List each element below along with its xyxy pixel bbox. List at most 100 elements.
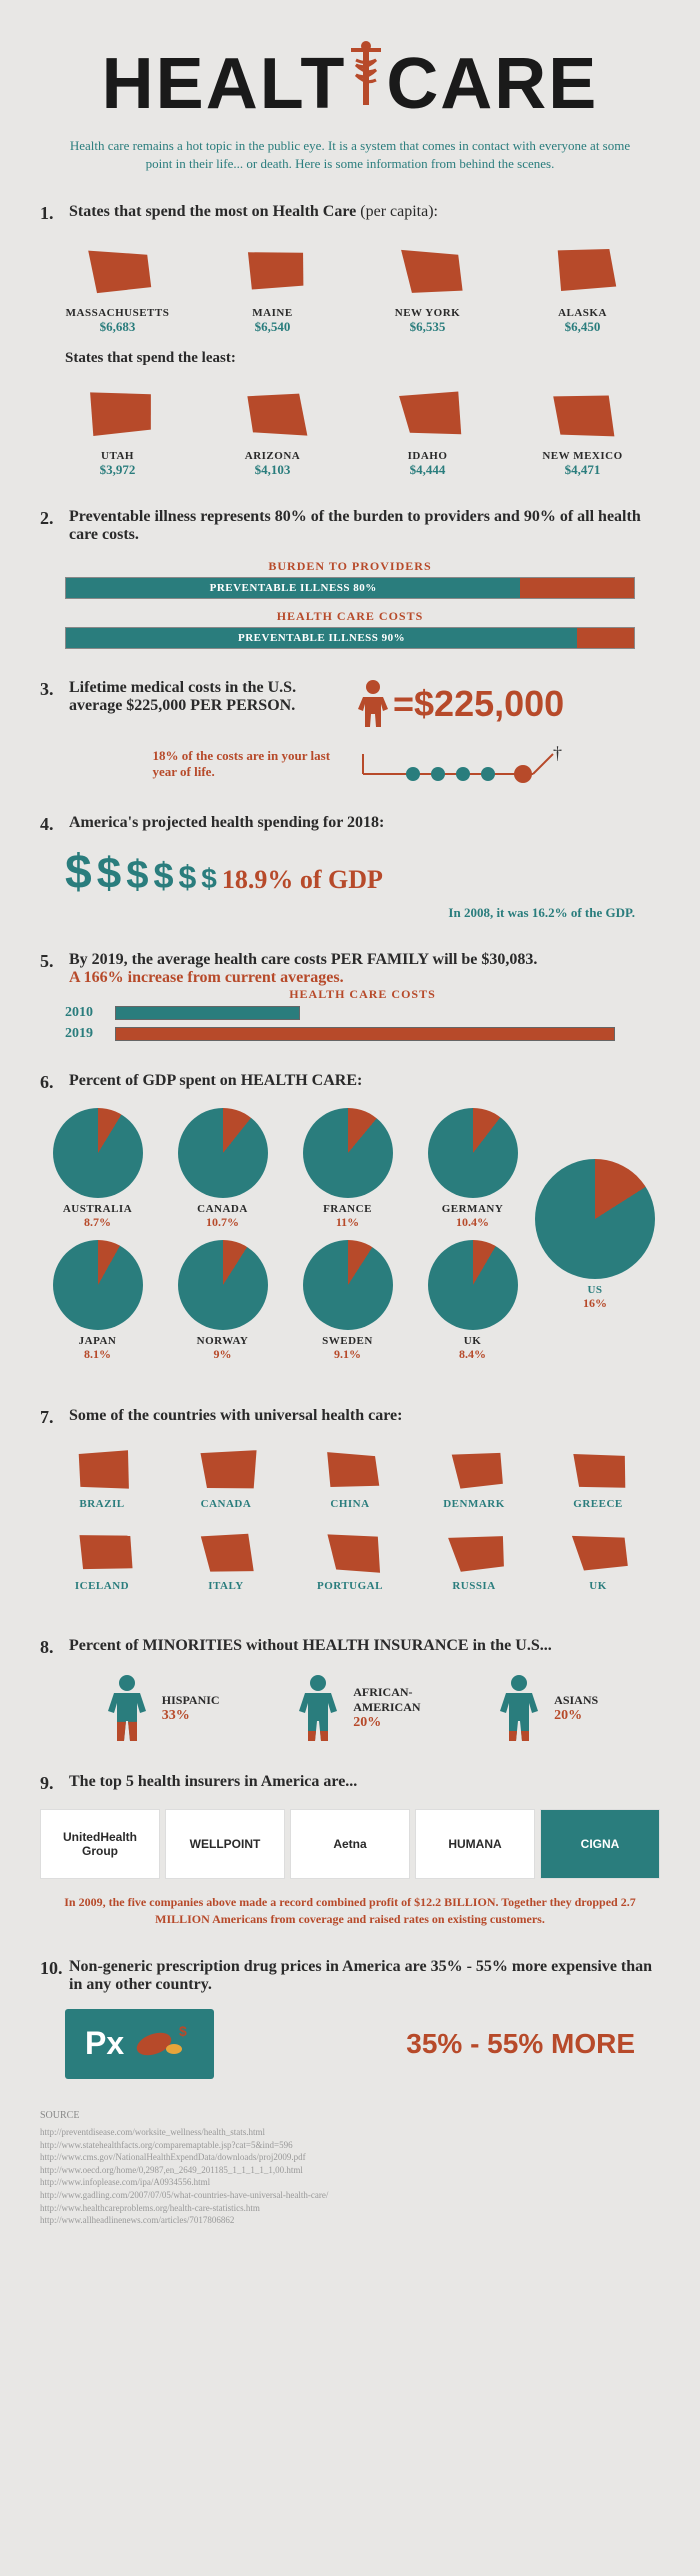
dollar-icon: $ <box>97 849 121 899</box>
country-item: RUSSIA <box>412 1525 536 1592</box>
country-item: DENMARK <box>412 1443 536 1510</box>
state-item: IDAHO$4,444 <box>368 382 488 478</box>
pie-chart <box>53 1108 143 1198</box>
country-shape-icon <box>67 1525 137 1575</box>
state-item: MASSACHUSETTS$6,683 <box>58 239 178 335</box>
sources: SOURCE http://preventdisease.com/worksit… <box>40 2109 660 2227</box>
country-shape-icon <box>191 1443 261 1493</box>
pills-icon: $ <box>134 2024 194 2064</box>
country-item: GREECE <box>536 1443 660 1510</box>
minority-item: ASIANS20% <box>494 1673 598 1743</box>
country-item: BRAZIL <box>40 1443 164 1510</box>
state-shape-icon <box>388 382 468 442</box>
section-9: 9. The top 5 health insurers in America … <box>40 1773 660 1928</box>
pie-chart <box>303 1240 393 1330</box>
state-item: NEW MEXICO$4,471 <box>523 382 643 478</box>
title-left: HEALT <box>102 43 347 125</box>
pie-chart <box>303 1108 393 1198</box>
state-item: ARIZONA$4,103 <box>213 382 333 478</box>
state-item: NEW YORK$6,535 <box>368 239 488 335</box>
country-shape-icon <box>67 1443 137 1493</box>
section-8: 8. Percent of MINORITIES without HEALTH … <box>40 1637 660 1743</box>
mini-bar-row: 2010 <box>65 1005 660 1021</box>
dollar-icon: $ <box>201 863 217 895</box>
sub-heading: States that spend the least: <box>65 350 660 367</box>
px-box: Px $ <box>65 2009 214 2079</box>
minority-item: HISPANIC33% <box>102 1673 220 1743</box>
pie-item: AUSTRALIA8.7% <box>43 1108 153 1230</box>
source-url: http://www.allheadlinenews.com/articles/… <box>40 2214 660 2227</box>
lifetime-cost-value: =$225,000 <box>393 683 564 725</box>
minority-item: AFRICAN-AMERICAN20% <box>293 1673 420 1743</box>
svg-text:$: $ <box>179 2024 187 2039</box>
state-item: MAINE$6,540 <box>213 239 333 335</box>
title-right: CARE <box>386 43 598 125</box>
pie-chart <box>53 1240 143 1330</box>
section-num: 1. <box>40 203 65 224</box>
section-6: 6. Percent of GDP spent on HEALTH CARE: … <box>40 1072 660 1377</box>
bar-chart: PREVENTABLE ILLNESS 80% <box>65 577 635 599</box>
section-10: 10. Non-generic prescription drug prices… <box>40 1958 660 2079</box>
pie-item: GERMANY10.4% <box>418 1108 528 1230</box>
insurer-box: Aetna <box>290 1809 410 1879</box>
insurer-box: CIGNA <box>540 1809 660 1879</box>
svg-text:†: † <box>553 744 562 763</box>
section-4: 4. America's projected health spending f… <box>40 814 660 921</box>
section-7: 7. Some of the countries with universal … <box>40 1407 660 1607</box>
state-shape-icon <box>233 239 313 299</box>
pie-chart <box>178 1240 268 1330</box>
section-5: 5. By 2019, the average health care cost… <box>40 951 660 1042</box>
country-shape-icon <box>315 1443 385 1493</box>
gdp-value: 18.9% of GDP <box>222 865 383 895</box>
bar-label: HEALTH CARE COSTS <box>65 609 635 624</box>
pie-item: UK8.4% <box>418 1240 528 1362</box>
country-shape-icon <box>191 1525 261 1575</box>
dollar-icon: $ <box>126 853 148 898</box>
section-heading: States that spend the most on Health Car… <box>69 203 659 221</box>
pie-chart <box>428 1240 518 1330</box>
country-shape-icon <box>563 1525 633 1575</box>
person-icon <box>102 1673 152 1743</box>
source-url: http://www.cms.gov/NationalHealthExpendD… <box>40 2151 660 2164</box>
country-item: PORTUGAL <box>288 1525 412 1592</box>
insurer-note: In 2009, the five companies above made a… <box>60 1894 640 1928</box>
timeline-icon: † <box>353 744 573 784</box>
source-url: http://www.statehealthfacts.org/comparem… <box>40 2139 660 2152</box>
pie-chart <box>178 1108 268 1198</box>
section-2: 2. Preventable illness represents 80% of… <box>40 508 660 649</box>
pie-chart <box>428 1108 518 1198</box>
pie-item: SWEDEN9.1% <box>293 1240 403 1362</box>
country-shape-icon <box>439 1525 509 1575</box>
source-url: http://www.gadling.com/2007/07/05/what-c… <box>40 2189 660 2202</box>
mini-bar-row: 2019 <box>65 1026 660 1042</box>
insurer-box: WELLPOINT <box>165 1809 285 1879</box>
state-shape-icon <box>388 239 468 299</box>
country-item: CHINA <box>288 1443 412 1510</box>
insurer-box: HUMANA <box>415 1809 535 1879</box>
insurer-box: UnitedHealth Group <box>40 1809 160 1879</box>
country-item: ITALY <box>164 1525 288 1592</box>
country-item: CANADA <box>164 1443 288 1510</box>
state-shape-icon <box>543 382 623 442</box>
section-3: 3. Lifetime medical costs in the U.S. av… <box>40 679 660 784</box>
state-item: ALASKA$6,450 <box>523 239 643 335</box>
dollar-icon: $ <box>178 859 196 896</box>
pie-item: FRANCE11% <box>293 1108 403 1230</box>
caduceus-icon <box>341 40 391 127</box>
page-title: HEALT CARE <box>40 40 660 127</box>
person-icon <box>353 679 393 729</box>
country-shape-icon <box>315 1525 385 1575</box>
source-url: http://www.infoplease.com/ipa/A0934556.h… <box>40 2176 660 2189</box>
state-shape-icon <box>543 239 623 299</box>
country-item: ICELAND <box>40 1525 164 1592</box>
pie-item: JAPAN8.1% <box>43 1240 153 1362</box>
person-icon <box>293 1673 343 1743</box>
source-url: http://www.healthcareproblems.org/health… <box>40 2202 660 2215</box>
section-1: 1. States that spend the most on Health … <box>40 203 660 478</box>
state-item: UTAH$3,972 <box>58 382 178 478</box>
bar-label: BURDEN TO PROVIDERS <box>65 559 635 574</box>
country-item: UK <box>536 1525 660 1592</box>
subtitle: Health care remains a hot topic in the p… <box>40 137 660 173</box>
pie-item: CANADA10.7% <box>168 1108 278 1230</box>
gdp-note: In 2008, it was 16.2% of the GDP. <box>40 905 635 921</box>
